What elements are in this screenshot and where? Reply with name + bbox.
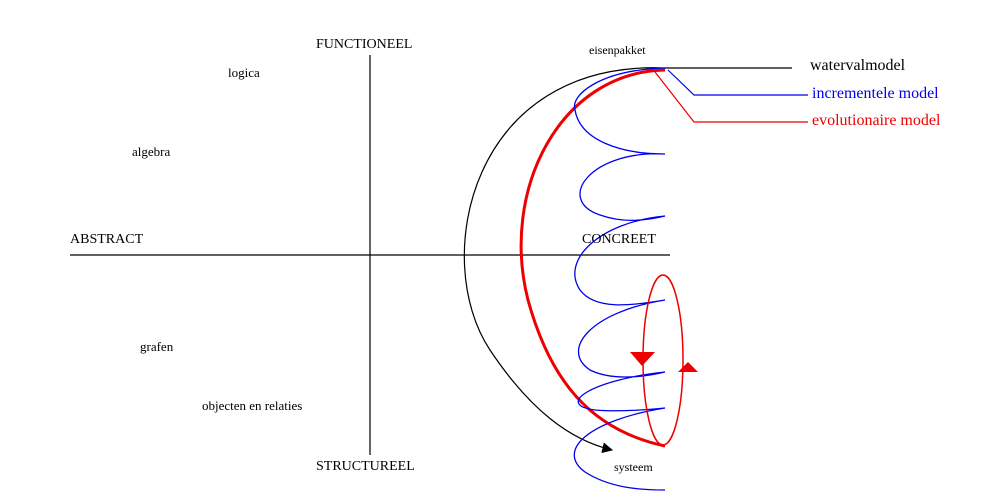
legend-label-waterfall: watervalmodel bbox=[810, 57, 906, 74]
legend-label-incremental: incrementele model bbox=[812, 85, 939, 102]
legend-line-incremental bbox=[667, 69, 808, 96]
quadrant-label-algebra: algebra bbox=[132, 144, 171, 159]
quadrant-label-grafen: grafen bbox=[140, 339, 174, 354]
axis-label-right: CONCREET bbox=[582, 232, 656, 247]
cycle-arrow-up bbox=[678, 362, 698, 372]
legend-label-evolutionary: evolutionaire model bbox=[812, 112, 941, 129]
axis-label-left: ABSTRACT bbox=[70, 232, 144, 247]
legend-line-evolutionary bbox=[654, 71, 808, 123]
axis-label-top: FUNCTIONEEL bbox=[316, 37, 413, 52]
cycle-arrow-down bbox=[630, 352, 655, 366]
end-label: systeem bbox=[614, 460, 653, 474]
start-label: eisenpakket bbox=[589, 43, 646, 57]
incremental-loops bbox=[573, 67, 666, 491]
axis-label-bottom: STRUCTUREEL bbox=[316, 459, 415, 474]
waterfall-arc bbox=[463, 67, 666, 453]
quadrant-label-objecten: objecten en relaties bbox=[202, 398, 303, 413]
quadrant-label-logica: logica bbox=[228, 65, 260, 80]
evolutionary-arc bbox=[519, 68, 666, 448]
